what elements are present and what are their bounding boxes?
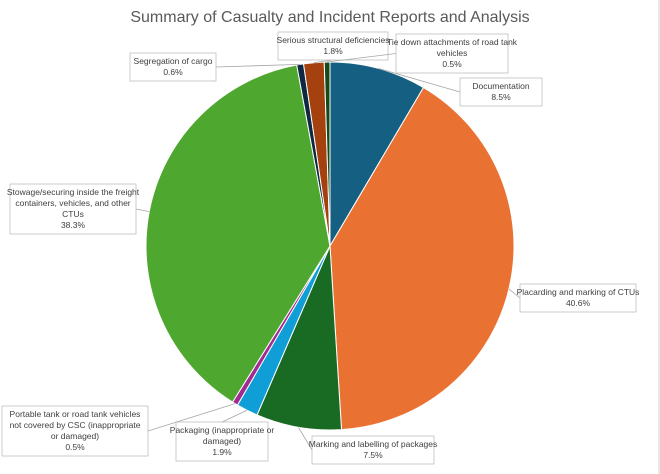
pie-slice: [329, 61, 425, 248]
slice-percent: 8.5%: [491, 92, 511, 102]
pie-slice: [145, 64, 331, 403]
chart-title: Summary of Casualty and Incident Reports…: [130, 9, 529, 26]
slice-percent: 1.9%: [212, 447, 232, 457]
slice-percent: 0.5%: [442, 59, 462, 69]
slice-label-text: not covered by CSC (inappropriate: [10, 420, 141, 430]
leader-line: [147, 403, 236, 432]
slice-label-text: Tie down attachments of road tank: [387, 37, 518, 47]
label-box: [1, 405, 149, 457]
slice-label: Tie down attachments of road tankvehicle…: [327, 33, 518, 74]
slice-label-text: Placarding and marking of CTUs: [517, 287, 640, 297]
label-box: [175, 421, 269, 462]
slice-label-text: vehicles: [437, 48, 468, 58]
slice-percent: 40.6%: [566, 298, 591, 308]
slice-label-text: Segregation of cargo: [134, 56, 213, 66]
leader-line: [221, 409, 248, 423]
slice-percent: 38.3%: [61, 220, 86, 230]
label-box: [311, 435, 435, 465]
slice-percent: 0.6%: [163, 67, 183, 77]
label-box: [519, 283, 637, 313]
slice-label-text: damaged): [203, 436, 241, 446]
slice-label-text: CTUs: [62, 209, 84, 219]
leader-line: [378, 68, 461, 93]
slice-percent: 1.8%: [323, 46, 343, 56]
leader-line: [298, 427, 313, 451]
slice-label-text: Portable tank or road tank vehicles: [10, 409, 141, 419]
leader-line: [135, 208, 150, 212]
slice-label-text: or damaged): [51, 431, 99, 441]
label-box: [395, 33, 509, 74]
slice-label-text: Documentation: [472, 81, 529, 91]
label-box: [129, 52, 217, 82]
slice-label-text: Marking and labelling of packages: [309, 439, 438, 449]
label-box: [9, 183, 137, 235]
label-box: [459, 77, 543, 107]
leader-line: [215, 64, 301, 68]
leader-line: [313, 59, 334, 64]
slice-percent: 7.5%: [363, 450, 383, 460]
slice-label-text: Serious structural deficiencies: [277, 35, 390, 45]
slice-label-text: Packaging (inappropriate or: [170, 425, 275, 435]
slice-label-text: Stowage/securing inside the freight: [7, 187, 140, 197]
leader-line: [327, 53, 397, 63]
label-box: [277, 31, 389, 61]
slice-label: Stowage/securing inside the freightconta…: [7, 183, 150, 235]
pie-slices: [145, 61, 515, 431]
slice-percent: 0.5%: [65, 442, 85, 452]
slice-label-text: containers, vehicles, and other: [15, 198, 130, 208]
leader-line: [508, 288, 521, 299]
